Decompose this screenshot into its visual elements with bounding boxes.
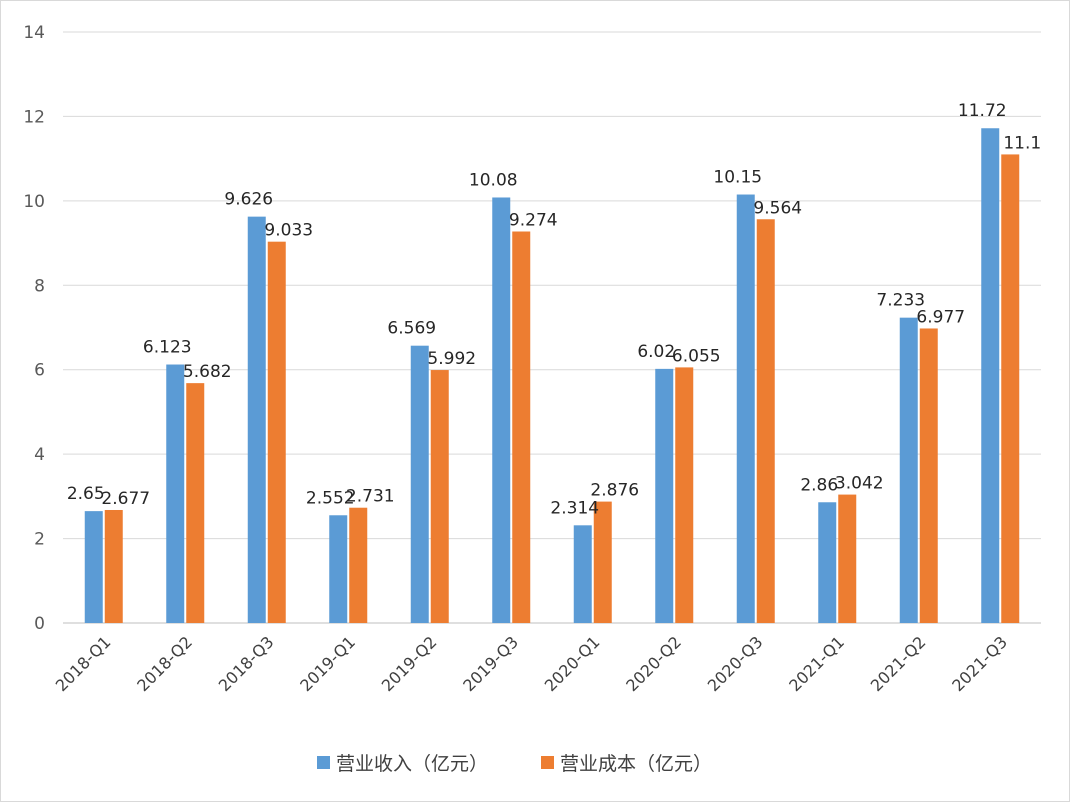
- data-label-revenue: 10.15: [713, 168, 762, 188]
- legend-swatch-revenue: [317, 756, 330, 769]
- data-label-revenue: 7.233: [876, 291, 925, 311]
- x-tick-label: 2018-Q1: [52, 632, 115, 695]
- data-label-cost: 9.033: [264, 221, 313, 241]
- bar-revenue: [899, 317, 918, 623]
- x-tick-label: 2018-Q2: [133, 632, 196, 695]
- data-label-revenue: 2.65: [67, 484, 105, 504]
- data-label-cost: 9.274: [509, 211, 558, 231]
- x-tick-label: 2019-Q1: [296, 632, 359, 695]
- bar-cost: [1001, 154, 1020, 623]
- data-label-cost: 6.977: [916, 307, 965, 327]
- bar-revenue: [247, 216, 266, 624]
- x-tick-label: 2019-Q2: [378, 632, 441, 695]
- bar-cost: [267, 241, 286, 624]
- bar-cost: [349, 507, 368, 623]
- x-tick-label: 2020-Q3: [704, 632, 767, 695]
- bar-revenue: [736, 194, 755, 623]
- bar-cost: [512, 231, 531, 624]
- x-tick-label: 2021-Q2: [867, 632, 930, 695]
- x-tick-label: 2020-Q1: [541, 632, 604, 695]
- bar-revenue: [329, 515, 348, 623]
- data-label-cost: 11.1: [1003, 133, 1041, 153]
- bar-revenue: [410, 345, 429, 623]
- y-tick-label: 0: [34, 614, 45, 634]
- data-label-cost: 2.677: [101, 489, 150, 509]
- bar-revenue: [492, 197, 511, 624]
- data-label-revenue: 6.123: [143, 338, 192, 358]
- bar-cost: [104, 509, 123, 623]
- data-label-cost: 9.564: [753, 198, 802, 218]
- legend-label-cost: 营业成本（亿元）: [560, 753, 712, 775]
- bar-revenue: [166, 364, 185, 623]
- bar-cost: [186, 383, 205, 623]
- y-axis-ticks: 0 2 4 6 8 10 12 14: [23, 23, 45, 634]
- y-tick-label: 2: [34, 530, 45, 550]
- data-label-revenue: 2.552: [306, 488, 355, 508]
- y-tick-label: 4: [34, 445, 45, 465]
- data-label-revenue: 9.626: [224, 190, 273, 210]
- data-label-cost: 6.055: [672, 346, 721, 366]
- bar-cost: [838, 494, 857, 623]
- bar-cost: [756, 219, 775, 623]
- bar-cost: [593, 501, 612, 623]
- bar-revenue: [818, 502, 837, 623]
- x-axis-ticks: 2018-Q1 2018-Q2 2018-Q3 2019-Q1 2019-Q2 2019-…: [52, 632, 1011, 695]
- data-label-revenue: 10.08: [469, 170, 518, 190]
- bar-revenue: [573, 525, 592, 623]
- bar-revenue: [981, 128, 1000, 623]
- y-tick-label: 8: [34, 276, 45, 296]
- y-tick-label: 6: [34, 361, 45, 381]
- bar-cost: [430, 370, 449, 623]
- bar-revenue: [655, 368, 674, 623]
- legend-label-revenue: 营业收入（亿元）: [336, 753, 488, 775]
- y-tick-label: 14: [23, 23, 45, 43]
- bars: [84, 128, 1020, 624]
- bar-revenue: [84, 511, 103, 623]
- data-label-cost: 2.731: [346, 487, 395, 507]
- x-tick-label: 2018-Q3: [215, 632, 278, 695]
- x-tick-label: 2019-Q3: [459, 632, 522, 695]
- gridlines: [63, 31, 1041, 624]
- data-label-cost: 5.682: [183, 362, 232, 382]
- bar-cost: [919, 328, 938, 623]
- data-label-cost: 2.876: [590, 481, 639, 501]
- bar-cost: [675, 367, 694, 623]
- legend-swatch-cost: [541, 756, 554, 769]
- legend: 营业收入（亿元） 营业成本（亿元）: [317, 753, 712, 775]
- x-tick-label: 2021-Q3: [948, 632, 1011, 695]
- data-label-cost: 3.042: [835, 474, 884, 494]
- data-label-revenue: 6.02: [637, 342, 675, 362]
- x-tick-label: 2020-Q2: [622, 632, 685, 695]
- data-label-revenue: 2.314: [550, 498, 599, 518]
- y-tick-label: 10: [23, 192, 45, 212]
- data-label-revenue: 2.86: [800, 475, 838, 495]
- data-label-revenue: 6.569: [387, 319, 436, 339]
- y-tick-label: 12: [23, 107, 45, 127]
- x-tick-label: 2021-Q1: [785, 632, 848, 695]
- data-label-revenue: 11.72: [958, 101, 1007, 121]
- data-label-cost: 5.992: [427, 349, 476, 369]
